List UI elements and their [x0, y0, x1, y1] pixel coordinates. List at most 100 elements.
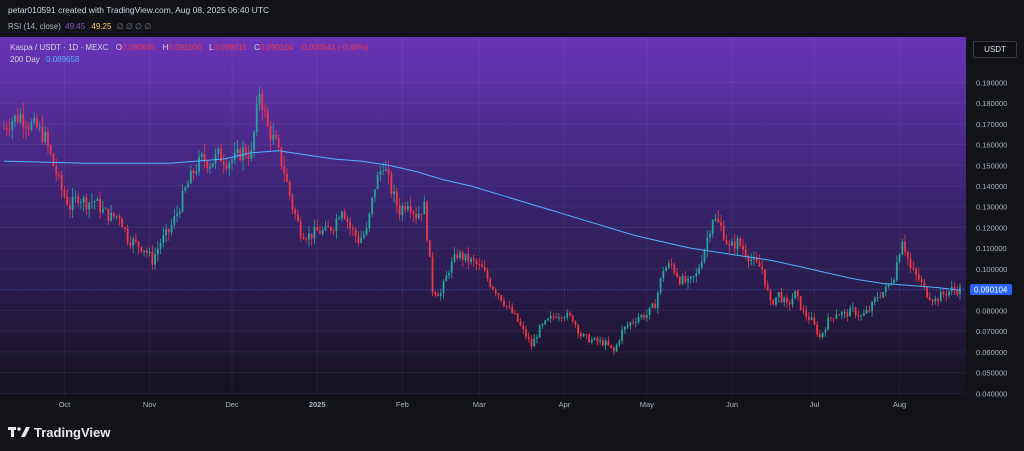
- candle-body: [60, 175, 63, 191]
- tradingview-logo-icon: [8, 427, 30, 437]
- candle-body: [645, 314, 648, 318]
- candle-body: [689, 276, 692, 279]
- candle-body: [549, 316, 552, 319]
- candle-body: [165, 229, 167, 236]
- candle-body: [942, 292, 945, 295]
- candle-body: [242, 147, 244, 161]
- candle-body: [684, 276, 687, 283]
- candle-body: [761, 266, 764, 270]
- candle-body: [783, 297, 786, 303]
- candle-body: [332, 230, 335, 232]
- candle-body: [426, 201, 428, 241]
- rsi-indicator-legend[interactable]: RSI (14, close) 49.45 49.25 ∅ ∅ ∅ ∅: [8, 22, 151, 31]
- candle-body: [621, 329, 624, 341]
- y-tick-label: 0.080000: [976, 306, 1007, 315]
- rsi-label: RSI (14, close): [8, 22, 61, 31]
- candle-body: [508, 306, 511, 307]
- candle-body: [362, 234, 365, 238]
- candle-body: [802, 309, 805, 311]
- candle-body: [871, 302, 873, 312]
- x-tick-label: Apr: [559, 400, 571, 409]
- y-tick-label: 0.040000: [976, 389, 1007, 398]
- candle-body: [448, 272, 450, 276]
- candle-body: [129, 242, 132, 246]
- candle-body: [5, 128, 8, 130]
- candle-body: [38, 126, 41, 128]
- candle-body: [599, 340, 602, 342]
- candle-body: [953, 287, 956, 290]
- candle-body: [571, 315, 574, 322]
- candle-body: [840, 312, 843, 315]
- rsi-value-2: 49.25: [91, 22, 112, 31]
- candle-body: [302, 237, 305, 240]
- candle-body: [319, 230, 321, 234]
- candle-body: [253, 132, 255, 151]
- candle-body: [934, 298, 937, 302]
- candle-body: [612, 347, 615, 352]
- candle-body: [569, 312, 571, 316]
- candle-body: [536, 337, 538, 339]
- candle-body: [286, 173, 288, 182]
- candle-body: [791, 298, 794, 305]
- y-tick-label: 0.110000: [976, 244, 1007, 253]
- candle-body: [162, 235, 165, 243]
- candle-body: [917, 274, 920, 280]
- candle-body: [209, 167, 211, 169]
- time-axis[interactable]: Oct Nov Dec 2025 Feb Mar Apr May Jun Jul Aug: [59, 400, 907, 409]
- candle-body: [376, 175, 379, 190]
- candle-body: [742, 245, 744, 250]
- candle-body: [181, 190, 184, 212]
- candle-body: [876, 297, 879, 299]
- candle-body: [670, 263, 673, 265]
- candle-body: [525, 329, 527, 338]
- candle-body: [8, 129, 11, 131]
- candle-body: [566, 312, 569, 318]
- candle-body: [275, 134, 277, 139]
- candle-body: [948, 291, 950, 296]
- tradingview-brand: TradingView: [34, 424, 111, 440]
- candle-body: [395, 191, 398, 206]
- candle-body: [236, 149, 239, 153]
- candle-body: [431, 256, 434, 293]
- candle-body: [560, 317, 563, 319]
- candle-body: [206, 161, 209, 169]
- currency-button[interactable]: USDT: [973, 41, 1017, 58]
- ma-legend[interactable]: 200 Day 0.089658: [10, 55, 79, 64]
- candle-body: [530, 339, 533, 347]
- candle-body: [939, 292, 942, 302]
- candle-body: [280, 147, 283, 167]
- candle-body: [472, 258, 475, 261]
- candle-body: [703, 249, 706, 262]
- candle-body: [478, 264, 481, 265]
- footer-bar: [0, 412, 1024, 451]
- candle-body: [720, 222, 722, 226]
- candle-body: [797, 290, 799, 297]
- candle-body: [16, 115, 19, 122]
- candle-body: [519, 321, 522, 326]
- symbol-legend[interactable]: Kaspa / USDT · 1D · MEXC O0.090645 H0.09…: [10, 43, 368, 52]
- candle-body: [585, 334, 588, 335]
- candle-body: [423, 201, 426, 215]
- candle-body: [269, 126, 272, 140]
- candle-body: [214, 153, 217, 164]
- candle-body: [173, 215, 176, 225]
- candle-body: [450, 261, 453, 273]
- candle-body: [277, 138, 280, 148]
- tradingview-logo[interactable]: TradingView: [8, 424, 111, 440]
- candle-body: [382, 170, 385, 172]
- price-chart[interactable]: 0.190000 0.180000 0.170000 0.160000 0.150000…: [0, 37, 1024, 412]
- candle-body: [261, 93, 264, 111]
- candle-body: [626, 325, 629, 327]
- candle-body: [187, 183, 189, 188]
- candle-body: [588, 334, 591, 343]
- candle-body: [184, 187, 187, 191]
- candle-body: [371, 197, 374, 214]
- candle-body: [516, 313, 519, 322]
- low-label: L: [209, 43, 214, 52]
- candle-body: [813, 317, 816, 325]
- chart-svg[interactable]: 0.190000 0.180000 0.170000 0.160000 0.150000…: [0, 37, 1024, 412]
- candle-body: [577, 325, 580, 334]
- candle-body: [854, 307, 857, 316]
- candle-body: [788, 302, 791, 305]
- candle-body: [593, 337, 596, 340]
